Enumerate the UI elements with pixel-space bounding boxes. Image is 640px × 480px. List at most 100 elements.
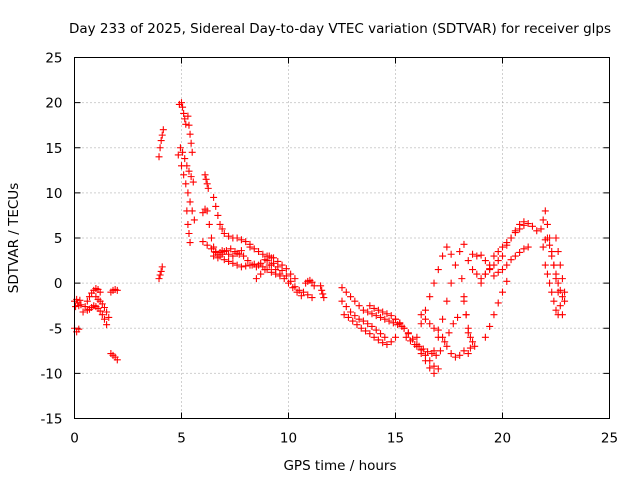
data-point [233,261,241,269]
data-point [278,266,286,274]
series-arc-35 [458,275,474,352]
data-point [426,320,434,328]
data-point [434,333,442,341]
data-point [113,356,121,364]
data-point [539,216,547,224]
data-point [383,310,391,318]
data-point [285,279,292,287]
x-tick-label: 15 [387,431,404,447]
data-point [439,252,447,260]
data-point [377,330,385,338]
data-point [486,261,494,269]
data-point [430,362,438,370]
data-point [233,234,241,242]
data-point [185,167,193,175]
data-point [503,277,511,285]
data-point [351,297,359,305]
data-point [76,296,84,304]
data-point [462,311,470,319]
data-point [291,275,299,283]
data-point [417,320,425,328]
data-point [212,248,220,256]
data-point [471,342,479,350]
data-point [558,293,566,301]
data-point [227,245,235,253]
data-point [473,252,481,260]
data-point [207,234,215,242]
data-point [372,312,380,320]
data-point [174,151,182,159]
data-point [481,257,489,265]
grid-lines [74,57,610,419]
data-point [368,322,376,330]
data-point [499,266,506,274]
series-arc-22 [263,257,305,300]
data-point [481,333,489,341]
data-point [229,259,237,267]
data-point [537,225,545,233]
chart-title: Day 233 of 2025, Sidereal Day-to-day VTE… [69,21,611,37]
data-point [466,344,474,352]
data-point [347,293,355,301]
data-point [248,261,256,269]
data-point [79,308,87,316]
data-point [158,131,166,139]
data-point [460,293,468,301]
data-point [366,330,374,338]
series-arc-32 [430,240,468,355]
data-point [96,288,104,296]
data-point [406,337,414,345]
series-arc-40 [481,277,511,341]
data-point [263,257,271,265]
data-point [242,238,250,246]
data-point [216,220,224,228]
data-point [355,302,363,310]
data-point [359,306,367,314]
data-point [308,294,316,302]
data-point [520,245,528,253]
data-point [318,286,326,294]
data-point [186,239,194,247]
data-point [494,248,502,256]
data-point [222,247,230,255]
data-point [187,139,195,147]
y-tick-label: -5 [49,321,62,337]
data-point [421,315,429,323]
data-point [430,279,438,287]
data-point [374,336,382,344]
data-point [220,229,228,237]
data-point [308,278,316,286]
x-tick-label: 0 [70,431,79,447]
data-point [212,202,220,210]
data-point [499,252,506,260]
data-point [210,252,218,260]
data-point [370,304,378,312]
data-point [419,345,427,353]
data-point [524,220,532,228]
data-point [257,259,265,267]
data-point [225,250,233,258]
data-point [297,292,305,300]
data-point [186,198,194,206]
data-point [214,254,222,262]
data-point [96,307,104,315]
data-point [494,299,502,307]
data-point [511,227,519,235]
data-point [507,256,515,264]
series-arc-7 [107,350,121,364]
data-point [477,279,485,287]
data-point [203,241,211,249]
data-point [541,207,549,215]
y-axis-label: SDTVAR / TECUs [6,183,22,293]
x-tick-label: 5 [177,431,186,447]
data-point [218,225,226,233]
data-point [379,308,387,316]
series-arc-5 [92,293,113,321]
data-point [392,315,399,323]
series-arc-26 [338,297,389,341]
data-point [235,250,243,258]
data-point [342,288,350,296]
data-point [359,317,367,325]
data-point [372,326,380,334]
